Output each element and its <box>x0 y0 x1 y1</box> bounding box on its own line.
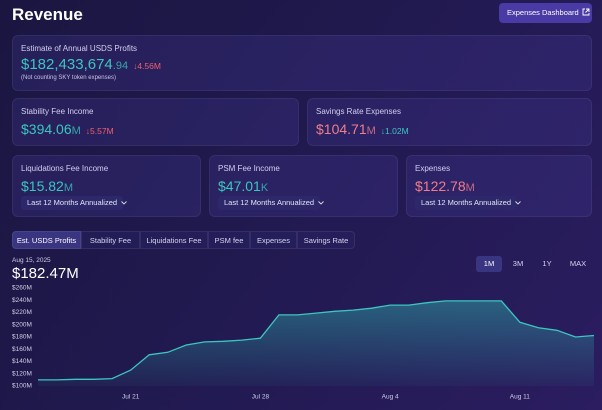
x-tick-label: Aug 4 <box>382 394 399 401</box>
tab[interactable]: Expenses <box>250 231 297 249</box>
unit: M <box>71 125 81 137</box>
tab[interactable]: Est. USDS Profits <box>12 231 81 249</box>
summary-card: Estimate of Annual USDS Profits $182,433… <box>12 35 592 91</box>
y-tick-label: $240M <box>12 297 32 304</box>
chevron <box>121 201 127 205</box>
tab[interactable]: Savings Rate <box>297 231 355 249</box>
chart-current: $182.47M <box>12 265 79 282</box>
period-dropdown[interactable]: Last 12 Months Annualized <box>218 196 324 210</box>
y-tick-label: $200M <box>12 321 32 328</box>
y-tick-label: $140M <box>12 358 32 365</box>
tab[interactable]: Stability Fee <box>81 231 140 249</box>
unit: M <box>63 182 74 194</box>
external-icon <box>582 8 590 16</box>
currency: $ <box>415 178 423 194</box>
decimals: .94 <box>112 60 129 72</box>
chevron <box>318 201 324 205</box>
unit: K <box>260 182 269 194</box>
period-label: Last 12 Months Annualized <box>27 198 118 207</box>
card-label: Estimate of Annual USDS Profits <box>21 44 138 53</box>
currency: $ <box>21 178 29 194</box>
card-label: Stability Fee Income <box>21 107 94 116</box>
card-value: $15.82M <box>21 178 73 194</box>
y-tick-label: $180M <box>12 334 32 341</box>
x-tick-label: Jul 28 <box>252 394 270 401</box>
range-button[interactable]: 3M <box>512 259 524 268</box>
metric-card: PSM Fee Income $47.01K Last 12 Months Annu… <box>209 155 398 217</box>
amount: 47.01 <box>225 178 261 194</box>
range-button[interactable]: 1M <box>476 256 502 272</box>
card-label: Expenses <box>415 164 451 173</box>
unit: M <box>465 182 475 194</box>
change: ↓4.56M <box>133 61 161 71</box>
range-button[interactable]: 1Y <box>542 259 552 268</box>
change: ↓1.02M <box>380 126 409 136</box>
change: ↓5.57M <box>85 126 114 136</box>
period-dropdown[interactable]: Last 12 Months Annualized <box>415 196 521 210</box>
card-value: $394.06M ↓5.57M <box>21 121 114 137</box>
chevron <box>515 201 521 205</box>
card-value: $182,433,674.94 ↓4.56M <box>21 56 161 73</box>
y-tick-label: $160M <box>12 346 32 353</box>
currency: $ <box>218 178 226 194</box>
button-label: Expenses Dashboard <box>507 8 579 17</box>
dashboard-button[interactable]: Expenses Dashboard <box>499 3 592 23</box>
x-tick-label: Aug 11 <box>510 394 531 401</box>
chart-date: Aug 15, 2025 <box>12 257 51 264</box>
currency: $ <box>316 121 324 137</box>
period-label: Last 12 Months Annualized <box>421 198 512 207</box>
amount: 122.78 <box>422 178 466 194</box>
metric-card: Savings Rate Expenses $104.71M ↓1.02M <box>307 98 592 146</box>
period-label: Last 12 Months Annualized <box>224 198 315 207</box>
card-label: Liquidations Fee Income <box>21 164 109 173</box>
x-tick-label: Jul 21 <box>122 394 140 401</box>
y-tick-label: $120M <box>12 370 32 377</box>
y-tick-label: $260M <box>12 285 32 292</box>
line <box>38 300 595 381</box>
period-dropdown[interactable]: Last 12 Months Annualized <box>21 196 127 210</box>
area <box>38 300 594 386</box>
amount: 394.06 <box>28 121 72 137</box>
page-title: Revenue <box>12 5 83 24</box>
card-value: $122.78M <box>415 178 475 194</box>
card-value: $47.01K <box>218 178 268 194</box>
tab[interactable]: Liquidations Fee <box>140 231 208 249</box>
note: (Not counting SKY token expenses) <box>21 75 116 81</box>
amount: 104.71 <box>323 121 367 137</box>
amount: 182,433,674 <box>29 56 113 73</box>
metric-card: Stability Fee Income $394.06M ↓5.57M <box>12 98 299 146</box>
amount: 15.82 <box>28 178 64 194</box>
card-label: Savings Rate Expenses <box>316 107 401 116</box>
metric-card: Liquidations Fee Income $15.82M Last 12 Mo… <box>12 155 201 217</box>
metric-card: Expenses $122.78M Last 12 Months Annualize… <box>406 155 592 217</box>
unit: M <box>366 125 376 137</box>
y-tick-label: $100M <box>12 383 32 390</box>
range-button[interactable]: MAX <box>569 259 587 268</box>
card-label: PSM Fee Income <box>218 164 280 173</box>
currency: $ <box>21 121 29 137</box>
y-tick-label: $220M <box>12 309 32 316</box>
tab[interactable]: PSM fee <box>208 231 250 249</box>
card-value: $104.71M ↓1.02M <box>316 121 409 137</box>
currency: $ <box>21 56 30 73</box>
